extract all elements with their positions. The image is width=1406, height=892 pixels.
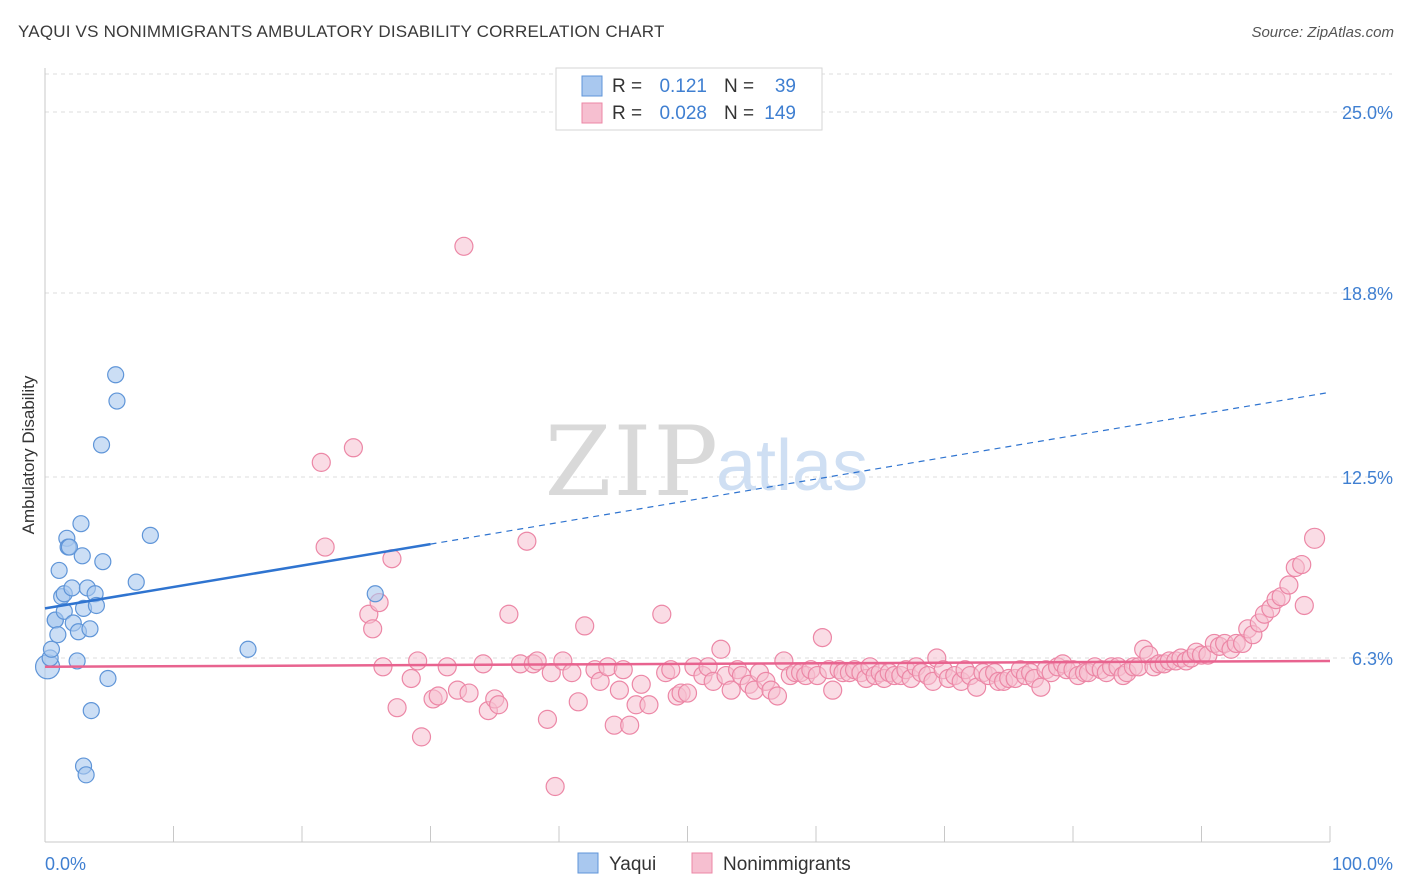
nonimmigrants-point <box>537 709 558 729</box>
nonimmigrants-point <box>454 236 474 256</box>
nonimmigrants-point <box>1294 595 1314 616</box>
yaqui-point <box>73 547 91 565</box>
y-tick-label: 12.5% <box>1342 468 1393 488</box>
nonimmigrants-trend-line <box>44 659 1331 669</box>
yaqui-trend-line <box>44 542 431 610</box>
yaqui-point <box>366 585 384 603</box>
nonimmigrants-point <box>812 627 833 648</box>
grid-lines <box>45 73 1392 659</box>
nonimmigrants-point <box>631 674 651 694</box>
yaqui-trend-extension <box>430 391 1331 545</box>
yaqui-point <box>63 579 81 597</box>
watermark-atlas: atlas <box>716 426 868 506</box>
yaqui-point <box>82 701 100 720</box>
yaqui-point <box>72 515 90 533</box>
trend-lines <box>44 391 1331 669</box>
nonimmigrants-point <box>1292 554 1312 575</box>
nonimmigrants-point <box>562 663 582 683</box>
nonimmigrants-point <box>568 692 588 712</box>
nonimmigrants-r-label: R = <box>612 103 642 124</box>
nonimmigrants-point <box>459 683 479 703</box>
y-tick-label: 25.0% <box>1342 103 1393 123</box>
nonimmigrants-point <box>721 680 741 700</box>
legend-yaqui-label[interactable]: Yaqui <box>609 854 656 875</box>
yaqui-point <box>77 766 95 784</box>
nonimmigrants-n-label: N = <box>724 103 754 124</box>
legend-nonimmigrants-swatch[interactable] <box>691 852 713 874</box>
nonimmigrants-point <box>311 452 331 472</box>
yaqui-point <box>94 553 112 571</box>
nonimmigrants-point <box>343 438 363 458</box>
y-tick-label: 18.8% <box>1342 284 1393 304</box>
nonimmigrants-point <box>1031 677 1051 697</box>
x-tick-labels: 0.0% 100.0% <box>45 854 1393 874</box>
nonimmigrants-point <box>373 657 393 677</box>
yaqui-point <box>42 640 61 658</box>
nonimmigrants-point <box>315 537 335 557</box>
yaqui-point <box>239 640 257 658</box>
y-tick-labels: 6.3% 12.5% 18.8% 25.0% <box>1342 103 1393 669</box>
legend-nonimmigrants-label[interactable]: Nonimmigrants <box>723 854 851 875</box>
nonimmigrants-point <box>437 657 457 677</box>
nonimmigrants-point <box>575 616 595 636</box>
x-tick-label-max: 100.0% <box>1332 854 1393 874</box>
watermark-zip: ZIP <box>545 406 720 518</box>
yaqui-point <box>49 626 67 644</box>
yaqui-point <box>141 526 159 544</box>
legend-yaqui-swatch[interactable] <box>577 852 599 874</box>
source-credit: Source: ZipAtlas.com <box>1251 24 1394 41</box>
yaqui-point <box>127 573 145 591</box>
axes <box>44 68 1331 843</box>
nonimmigrants-point <box>652 604 672 624</box>
nonimmigrants-point <box>823 680 843 700</box>
nonimmigrants-point <box>677 683 698 703</box>
yaqui-point <box>99 669 117 688</box>
nonimmigrants-point <box>545 776 565 797</box>
yaqui-n-value: 39 <box>775 76 796 97</box>
yaqui-point <box>81 620 99 638</box>
nonimmigrants-point <box>1279 575 1299 595</box>
nonimmigrants-point <box>620 715 640 735</box>
nonimmigrants-point <box>408 651 428 671</box>
yaqui-n-label: N = <box>724 76 754 97</box>
x-tick-label-min: 0.0% <box>45 854 86 874</box>
yaqui-point <box>107 366 125 384</box>
nonimmigrants-point <box>767 686 788 706</box>
nonimmigrants-point <box>1303 527 1326 549</box>
yaqui-point <box>108 392 126 410</box>
nonimmigrants-n-value: 149 <box>764 103 796 124</box>
nonimmigrants-points <box>311 236 1326 797</box>
yaqui-r-label: R = <box>612 76 642 97</box>
stats-legend: R = 0.121 N = 39 R = 0.028 N = 149 <box>555 67 823 131</box>
yaqui-point <box>92 436 111 454</box>
nonimmigrants-point <box>517 531 537 551</box>
yaqui-point <box>50 561 68 580</box>
chart-title: YAQUI VS NONIMMIGRANTS AMBULATORY DISABI… <box>18 22 665 41</box>
nonimmigrants-point <box>363 619 383 639</box>
yaqui-r-value: 0.121 <box>659 76 707 97</box>
watermark: ZIP atlas <box>545 406 868 518</box>
nonimmigrants-point <box>609 680 629 700</box>
nonimmigrants-point <box>711 639 731 659</box>
yaqui-points <box>34 366 384 784</box>
nonimmigrants-swatch <box>581 102 603 124</box>
nonimmigrants-point <box>411 727 432 747</box>
nonimmigrants-point <box>489 695 509 715</box>
nonimmigrants-point <box>401 668 421 689</box>
nonimmigrants-point <box>499 604 519 624</box>
yaqui-point <box>55 602 73 620</box>
nonimmigrants-point <box>387 698 407 718</box>
nonimmigrants-r-value: 0.028 <box>659 103 707 124</box>
yaqui-point <box>60 538 79 556</box>
y-axis-label: Ambulatory Disability <box>19 375 38 534</box>
nonimmigrants-point <box>428 686 448 706</box>
nonimmigrants-point <box>639 695 659 715</box>
series-legend: Yaqui Nonimmigrants <box>577 852 851 875</box>
yaqui-swatch <box>581 75 603 97</box>
yaqui-point <box>68 652 86 670</box>
y-tick-label: 6.3% <box>1352 649 1393 669</box>
